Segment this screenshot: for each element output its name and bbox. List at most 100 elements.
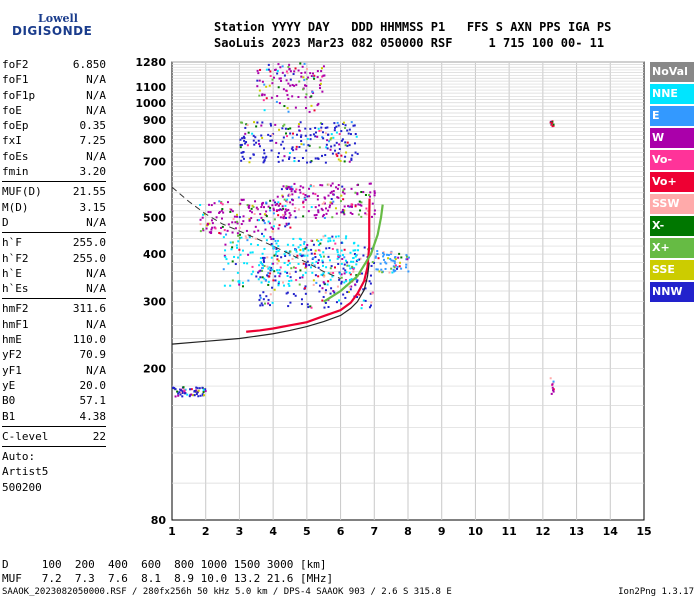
echo-point	[259, 294, 262, 297]
echo-point	[298, 237, 301, 240]
echo-point	[389, 257, 392, 260]
echo-point	[261, 136, 264, 139]
echo-point	[201, 393, 204, 396]
echo-point	[360, 201, 363, 204]
echo-point	[278, 275, 281, 278]
echo-point	[285, 89, 288, 92]
echo-point	[276, 269, 279, 272]
param-name: foF1p	[2, 88, 36, 102]
echo-point	[324, 234, 327, 237]
echo-point	[263, 265, 266, 268]
echo-point	[289, 250, 292, 253]
echo-point	[350, 187, 353, 190]
echo-point	[388, 271, 391, 274]
echo-point	[286, 291, 289, 294]
echo-point	[355, 253, 358, 256]
echo-point	[355, 263, 358, 266]
echo-point	[331, 275, 334, 278]
echo-point	[288, 272, 291, 275]
echo-point	[389, 251, 392, 254]
echo-point	[270, 256, 273, 259]
echo-point	[308, 144, 311, 147]
echo-point	[337, 255, 340, 258]
echo-point	[299, 253, 302, 256]
echo-point	[230, 248, 233, 251]
echo-point	[317, 266, 320, 269]
echo-point	[202, 391, 205, 394]
echo-point	[350, 121, 353, 124]
echo-point	[327, 194, 330, 197]
param-name: hmE	[2, 333, 22, 347]
echo-point	[281, 71, 284, 74]
echo-point	[253, 121, 256, 124]
echo-point	[294, 207, 297, 210]
echo-point	[201, 216, 204, 219]
echo-point	[197, 395, 200, 398]
echo-point	[332, 290, 335, 293]
legend-entry: W	[650, 128, 694, 148]
echo-point	[552, 124, 555, 127]
echo-point	[259, 269, 262, 272]
echo-point	[314, 249, 317, 252]
echo-point	[383, 253, 386, 256]
echo-point	[329, 201, 332, 204]
echo-point	[302, 206, 305, 209]
echo-point	[332, 190, 335, 193]
echo-point	[193, 394, 196, 397]
echo-point	[263, 213, 266, 216]
echo-point	[218, 200, 221, 203]
echo-point	[284, 204, 287, 207]
echo-point	[369, 304, 372, 307]
echo-point	[324, 301, 327, 304]
d-distance-row: D 100 200 400 600 800 1000 1500 3000 [km…	[2, 558, 327, 571]
echo-point	[304, 134, 307, 137]
echo-point	[360, 215, 363, 218]
echo-point	[269, 74, 272, 77]
echo-point	[278, 280, 281, 283]
echo-point	[225, 258, 228, 261]
echo-point	[344, 155, 347, 158]
echo-point	[259, 304, 262, 307]
echo-point	[317, 211, 320, 214]
echo-point	[405, 255, 408, 258]
echo-point	[257, 229, 260, 232]
echo-point	[290, 147, 293, 150]
echo-point	[374, 256, 377, 259]
echo-point	[258, 94, 261, 97]
echo-point	[551, 383, 554, 386]
echo-point	[242, 220, 245, 223]
echo-point	[323, 201, 326, 204]
echo-point	[238, 248, 241, 251]
echo-point	[330, 133, 333, 136]
echo-point	[276, 69, 279, 72]
echo-point	[298, 129, 301, 132]
echo-point	[250, 273, 253, 276]
echo-point	[277, 259, 280, 262]
echo-point	[346, 261, 349, 264]
echo-point	[202, 388, 205, 391]
echo-point	[310, 95, 313, 98]
echo-point	[214, 227, 217, 230]
echo-point	[283, 215, 286, 218]
echo-point	[552, 123, 555, 126]
echo-point	[348, 144, 351, 147]
legend-entry: NNW	[650, 282, 694, 302]
echo-point	[327, 280, 330, 283]
echo-point	[309, 266, 312, 269]
param-value: N/A	[86, 282, 106, 296]
echo-point	[296, 254, 299, 257]
echo-point	[331, 247, 334, 250]
echo-point	[313, 264, 316, 267]
echo-point	[405, 254, 408, 257]
echo-point	[273, 288, 276, 291]
echo-point	[302, 262, 305, 265]
echo-point	[286, 94, 289, 97]
echo-point	[237, 234, 240, 237]
echo-point	[303, 254, 306, 257]
param-row: B1 4.38	[2, 409, 106, 424]
echo-point	[263, 256, 266, 259]
echo-point	[309, 127, 312, 130]
param-separator	[2, 181, 106, 183]
echo-point	[351, 265, 354, 268]
echo-point	[377, 257, 380, 260]
